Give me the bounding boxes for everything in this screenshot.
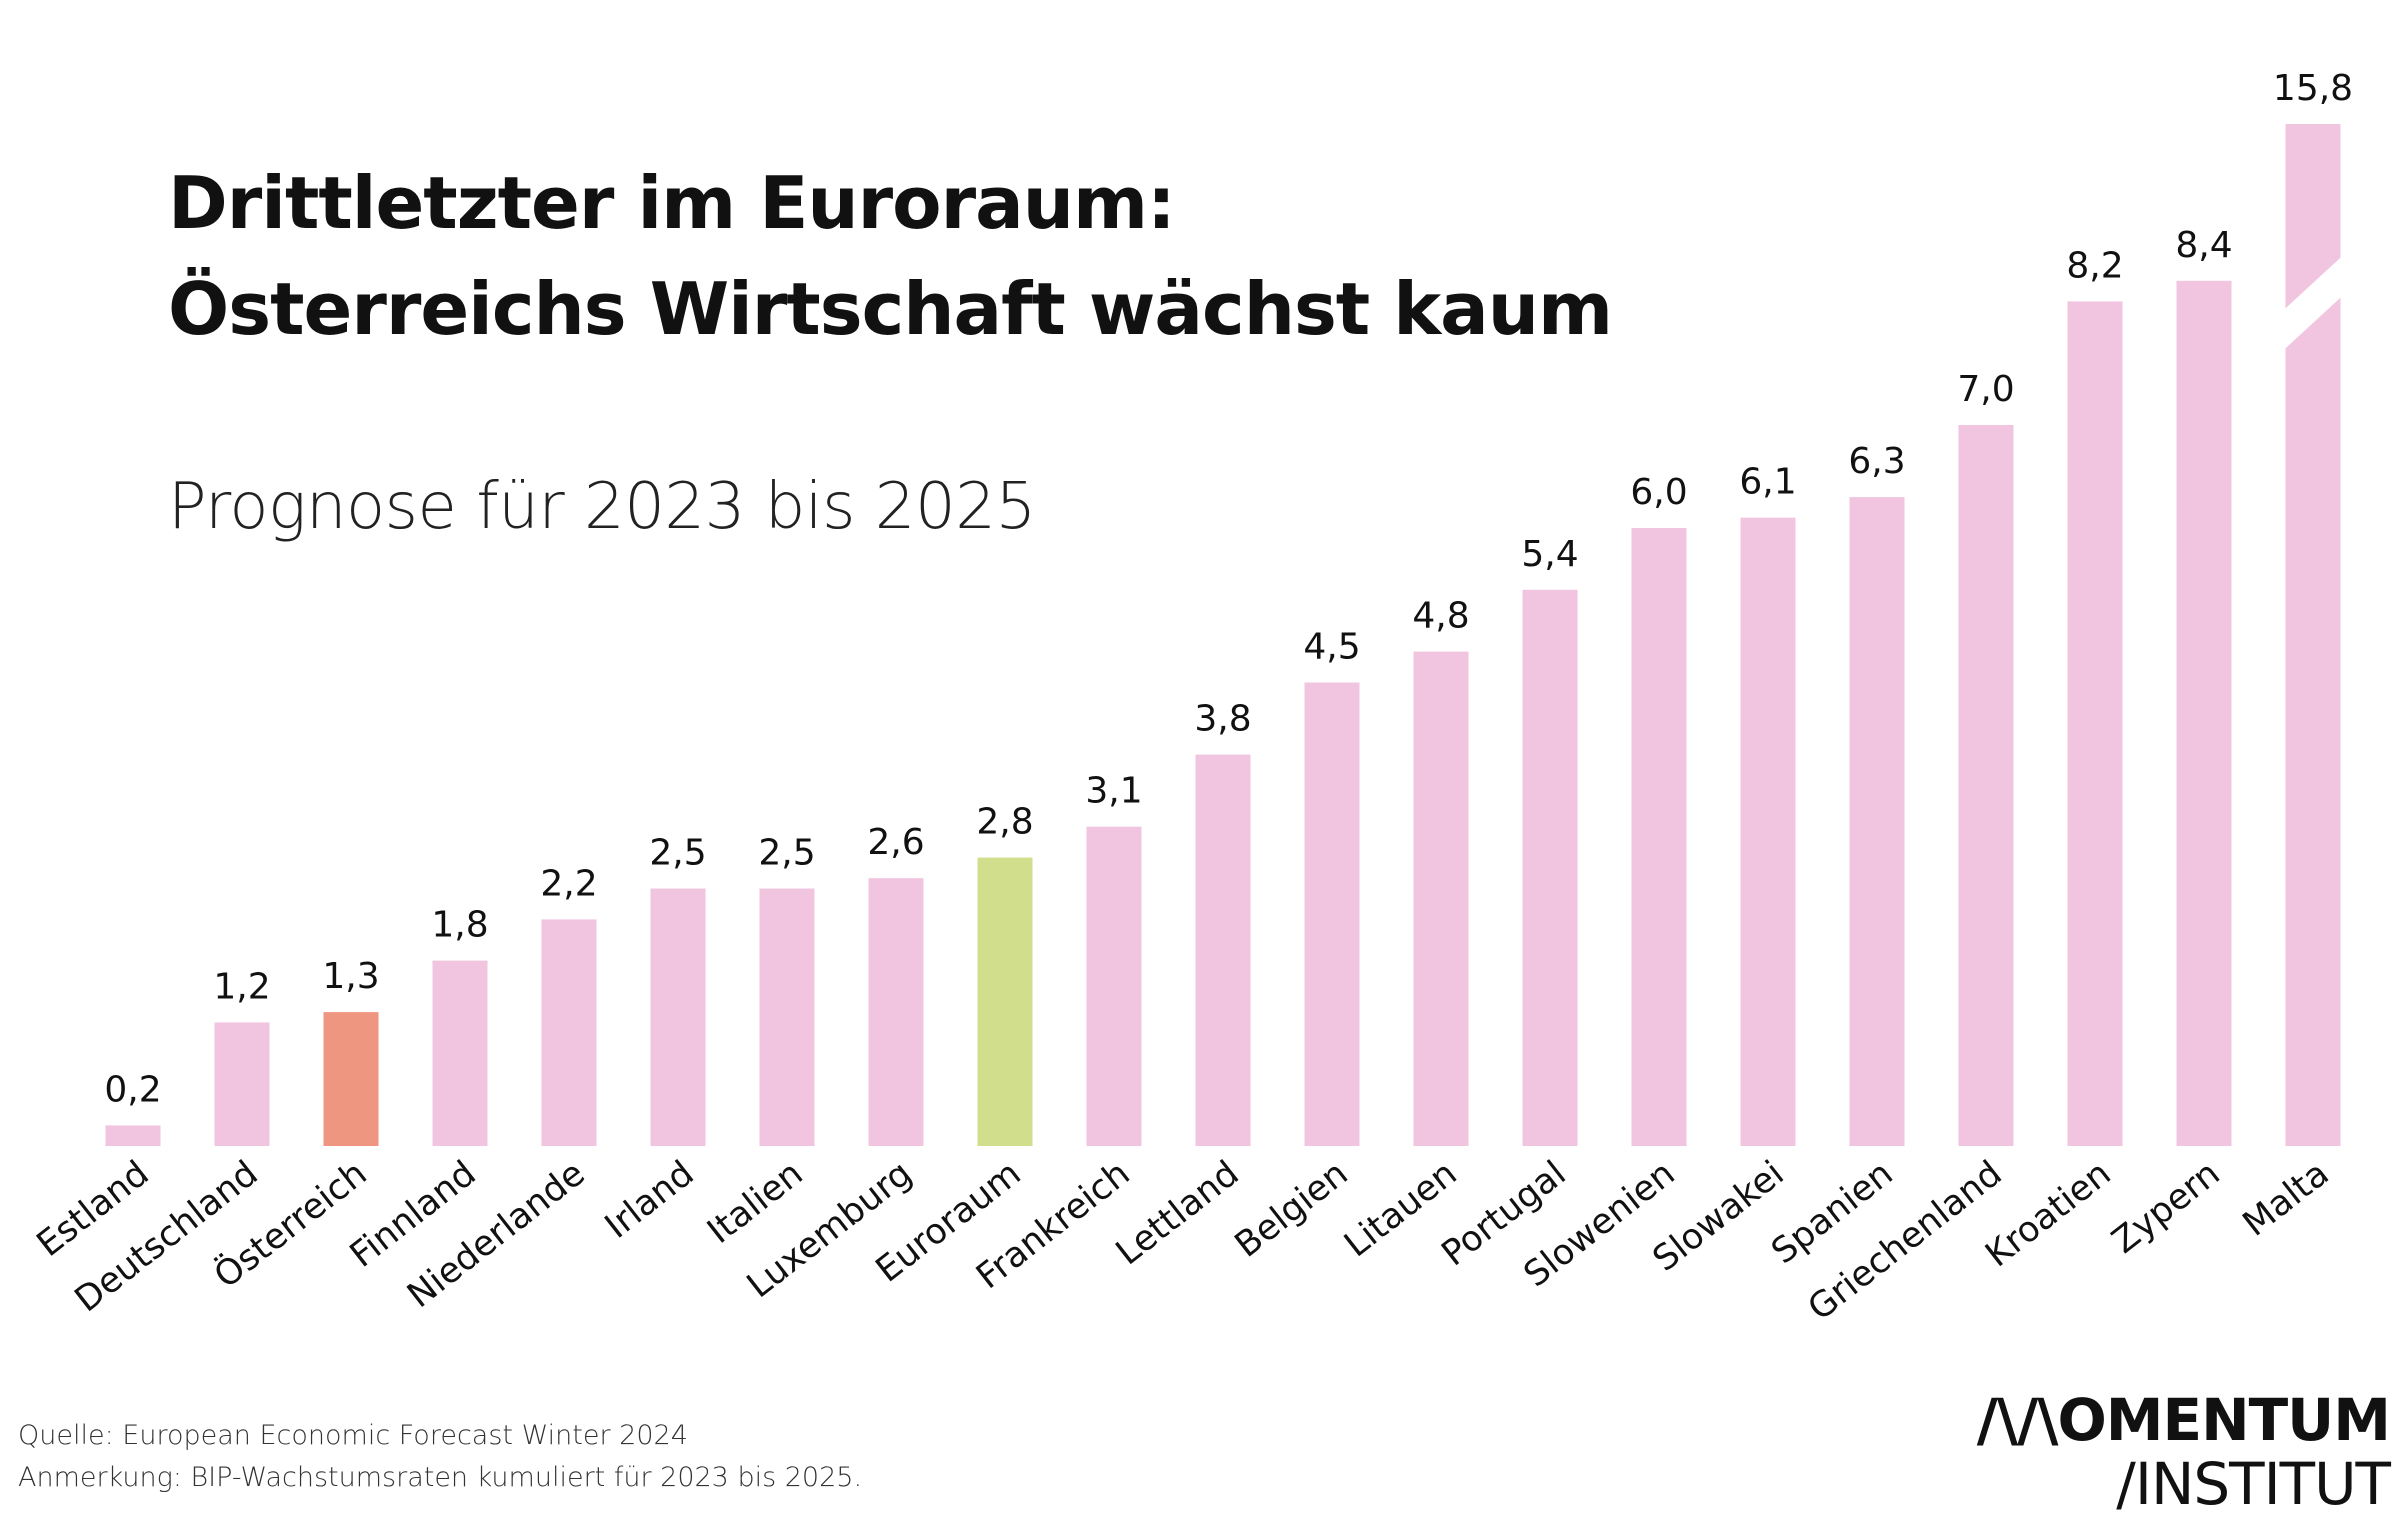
bar-luxemburg (868, 878, 924, 1146)
value-label-lettland: 3,8 (1194, 699, 1251, 740)
bar-griechenland (1958, 425, 2014, 1146)
value-label-spanien: 6,3 (1848, 441, 1905, 482)
value-label-finnland: 1,8 (431, 905, 488, 946)
bar-euroraum (977, 857, 1033, 1146)
bar-lettland (1195, 754, 1251, 1146)
chart-title-line-1: Drittletzter im Euroraum: (168, 161, 1176, 245)
category-label-lettland: Lettland (1109, 1154, 1247, 1274)
value-label-portugal: 5,4 (1521, 534, 1578, 575)
logo-line-2: /INSTITUT (2116, 1450, 2391, 1518)
bar-spanien (1849, 497, 1905, 1147)
value-label-zypern: 8,4 (2175, 225, 2232, 266)
source-note: Quelle: European Economic Forecast Winte… (18, 1420, 688, 1451)
value-label-luxemburg: 2,6 (867, 822, 924, 863)
value-label-italien: 2,5 (758, 833, 815, 874)
bar-niederlande (541, 919, 597, 1146)
category-label-irland: Irland (598, 1154, 702, 1247)
bar-slowakei (1740, 517, 1796, 1146)
value-label-euroraum: 2,8 (976, 802, 1033, 843)
momentum-institut-logo: /\/\OMENTUM /INSTITUT (1976, 1386, 2391, 1518)
category-label-griechenland: Griechenland (1801, 1154, 2010, 1329)
bar-kroatien (2067, 301, 2123, 1146)
bar-irland (650, 888, 706, 1146)
value-label-niederlande: 2,2 (540, 863, 597, 904)
category-label-malta: Malta (2236, 1154, 2337, 1245)
value-label-belgien: 4,5 (1303, 627, 1360, 668)
value-label-griechenland: 7,0 (1957, 369, 2014, 410)
chart-title: Drittletzter im Euroraum: Österreichs Wi… (168, 150, 1613, 362)
annotation-note: Anmerkung: BIP-Wachstumsraten kumuliert … (18, 1462, 863, 1493)
value-label-frankreich: 3,1 (1085, 771, 1142, 812)
bar-litauen (1413, 651, 1469, 1146)
value-label-deutschland: 1,2 (213, 966, 270, 1007)
category-label-belgien: Belgien (1228, 1154, 1356, 1266)
bar-portugal (1522, 589, 1578, 1146)
bar-belgien (1304, 682, 1360, 1146)
value-label-kroatien: 8,2 (2066, 245, 2123, 286)
category-label-kroatien: Kroatien (1978, 1154, 2118, 1276)
chart-title-line-2: Österreichs Wirtschaft wächst kaum (168, 267, 1613, 351)
bar-finnland (432, 960, 488, 1146)
logo-line-1: /\/\OMENTUM (1976, 1386, 2391, 1454)
value-label-litauen: 4,8 (1412, 596, 1469, 637)
axis-break-mark (2281, 254, 2345, 352)
category-label-deutschland: Deutschland (68, 1154, 266, 1321)
value-label-slowenien: 6,0 (1630, 472, 1687, 513)
bar-deutschland (214, 1022, 270, 1146)
bar-chart: 0,2Estland1,2Deutschland1,3Österreich1,8… (30, 68, 2353, 1329)
value-label-osterreich: 1,3 (322, 956, 379, 997)
value-label-irland: 2,5 (649, 833, 706, 874)
bar-frankreich (1086, 826, 1142, 1146)
bar-slowenien (1631, 528, 1687, 1146)
value-label-slowakei: 6,1 (1739, 462, 1796, 503)
chart-subtitle: Prognose für 2023 bis 2025 (168, 470, 1036, 544)
value-label-estland: 0,2 (104, 1069, 161, 1110)
category-label-zypern: Zypern (2105, 1154, 2228, 1262)
bar-estland (105, 1125, 161, 1146)
bar-osterreich (323, 1012, 379, 1146)
value-label-malta: 15,8 (2273, 68, 2353, 109)
bar-zypern (2176, 280, 2232, 1146)
bar-italien (759, 888, 815, 1146)
